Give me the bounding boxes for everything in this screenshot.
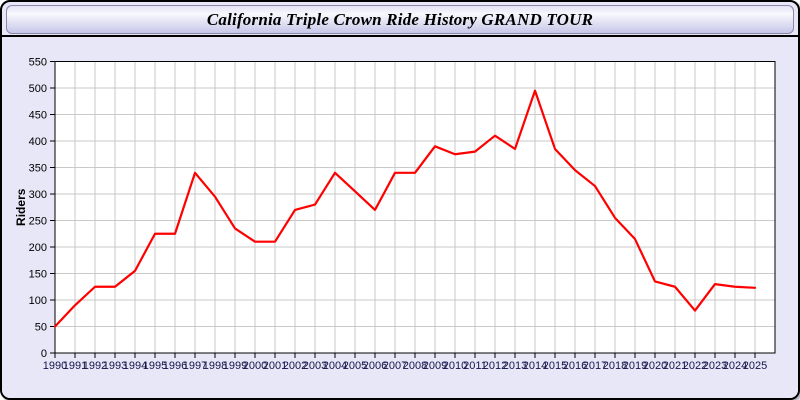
svg-text:450: 450	[29, 110, 47, 122]
svg-text:150: 150	[29, 269, 47, 281]
svg-text:2014: 2014	[523, 360, 547, 372]
svg-text:2001: 2001	[263, 360, 287, 372]
svg-text:2003: 2003	[303, 360, 327, 372]
titlebar-separator	[2, 35, 798, 37]
svg-text:1998: 1998	[203, 360, 227, 372]
svg-text:2019: 2019	[623, 360, 647, 372]
svg-text:200: 200	[29, 242, 47, 254]
svg-text:2000: 2000	[243, 360, 267, 372]
svg-text:1997: 1997	[183, 360, 207, 372]
svg-text:2007: 2007	[383, 360, 407, 372]
svg-text:2013: 2013	[503, 360, 527, 372]
svg-text:1990: 1990	[43, 360, 67, 372]
svg-text:1991: 1991	[63, 360, 87, 372]
svg-text:2009: 2009	[423, 360, 447, 372]
svg-text:50: 50	[35, 322, 47, 334]
svg-text:550: 550	[29, 57, 47, 69]
svg-text:1996: 1996	[163, 360, 187, 372]
svg-text:2018: 2018	[603, 360, 627, 372]
svg-text:400: 400	[29, 136, 47, 148]
chart-panel: 0 50 100 150 200 250 300 350 400 450 500 550 1990 199…	[2, 37, 798, 398]
svg-text:2006: 2006	[363, 360, 387, 372]
svg-text:1999: 1999	[223, 360, 247, 372]
svg-text:2005: 2005	[343, 360, 367, 372]
svg-text:2002: 2002	[283, 360, 307, 372]
svg-text:2021: 2021	[663, 360, 687, 372]
svg-text:2025: 2025	[743, 360, 767, 372]
svg-text:2023: 2023	[703, 360, 727, 372]
svg-text:1992: 1992	[83, 360, 107, 372]
svg-text:1993: 1993	[103, 360, 127, 372]
svg-text:0: 0	[41, 348, 47, 360]
svg-text:2015: 2015	[543, 360, 567, 372]
svg-text:350: 350	[29, 163, 47, 175]
svg-text:2020: 2020	[643, 360, 667, 372]
svg-text:250: 250	[29, 216, 47, 228]
svg-text:2017: 2017	[583, 360, 607, 372]
page-title: California Triple Crown Ride History GRA…	[206, 9, 594, 29]
svg-text:2024: 2024	[723, 360, 747, 372]
svg-text:Riders: Riders	[14, 188, 28, 226]
svg-text:2011: 2011	[463, 360, 487, 372]
svg-text:2010: 2010	[443, 360, 467, 372]
svg-text:2012: 2012	[483, 360, 507, 372]
title-bar: California Triple Crown Ride History GRA…	[6, 5, 794, 34]
svg-text:300: 300	[29, 189, 47, 201]
svg-text:1995: 1995	[143, 360, 167, 372]
svg-text:2022: 2022	[683, 360, 707, 372]
svg-text:100: 100	[29, 295, 47, 307]
svg-text:2004: 2004	[323, 360, 347, 372]
svg-text:2016: 2016	[563, 360, 587, 372]
svg-text:2008: 2008	[403, 360, 427, 372]
svg-text:1994: 1994	[123, 360, 147, 372]
svg-text:500: 500	[29, 83, 47, 95]
